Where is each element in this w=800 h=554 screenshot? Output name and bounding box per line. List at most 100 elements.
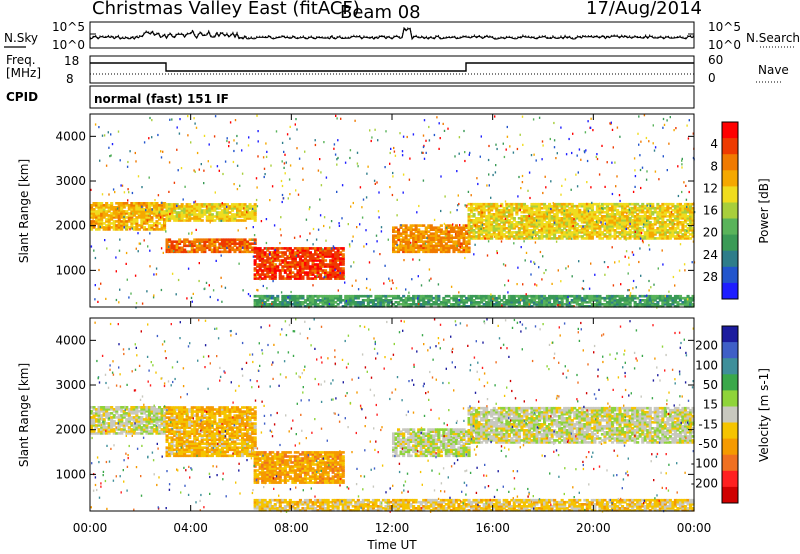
heatmap-speckle: [411, 278, 413, 281]
heatmap-cell: [573, 229, 577, 232]
heatmap-cell: [92, 416, 96, 419]
heatmap-cell: [238, 207, 242, 210]
heatmap-cell: [190, 207, 194, 210]
heatmap-cell: [369, 294, 373, 298]
frequency-panel: Freq. [MHz] 18 8 60 0 Nave: [6, 53, 789, 86]
heatmap-speckle: [656, 306, 658, 309]
frequency-trace: [90, 62, 694, 72]
heatmap-cell: [505, 303, 509, 306]
heatmap-cell: [487, 202, 491, 206]
heatmap-speckle: [298, 157, 301, 160]
heatmap-cell: [283, 301, 287, 304]
heatmap-cell: [120, 214, 124, 217]
heatmap-cell: [100, 226, 104, 229]
heatmap-cell: [97, 416, 101, 419]
heatmap-speckle: [265, 241, 268, 245]
heatmap-cell: [288, 273, 292, 276]
heatmap-cell: [673, 217, 678, 220]
heatmap-speckle: [283, 166, 285, 169]
heatmap-cell: [507, 237, 511, 240]
heatmap-cell: [532, 303, 537, 306]
heatmap-cell: [585, 227, 589, 230]
heatmap-cell: [543, 294, 547, 298]
heatmap-cell: [417, 305, 421, 308]
heatmap-cell: [520, 305, 524, 308]
heatmap-cell: [598, 301, 602, 304]
heatmap-cell: [165, 244, 169, 248]
heatmap-cell: [321, 277, 325, 280]
heatmap-cell: [137, 214, 141, 217]
heatmap-cell: [681, 229, 685, 232]
heatmap-cell: [419, 232, 423, 236]
heatmap-cell: [520, 235, 524, 238]
heatmap-speckle: [582, 279, 585, 283]
heatmap-cell: [117, 422, 121, 425]
heatmap-cell: [296, 301, 300, 304]
heatmap-speckle: [669, 116, 671, 119]
heatmap-cell: [258, 259, 262, 262]
heatmap-cell: [218, 238, 222, 242]
heatmap-cell: [520, 204, 524, 208]
heatmap-cell: [525, 301, 529, 304]
heatmap-cell: [223, 250, 227, 254]
heatmap-cell: [661, 231, 665, 234]
heatmap-cell: [530, 217, 534, 220]
heatmap-cell: [447, 248, 451, 252]
heatmap-cell: [97, 218, 101, 221]
heatmap-cell: [527, 206, 532, 210]
heatmap-cell: [663, 221, 667, 224]
heatmap-cell: [334, 259, 338, 262]
heatmap-cell: [147, 202, 152, 205]
heatmap-cell: [394, 242, 398, 246]
heatmap-cell: [286, 267, 290, 270]
heatmap-cell: [530, 231, 534, 234]
heatmap-cell: [623, 227, 627, 230]
heatmap-cell: [218, 244, 222, 248]
heatmap-cell: [678, 235, 683, 238]
heatmap-cell: [321, 255, 325, 258]
heatmap-cell: [319, 273, 323, 276]
heatmap-speckle: [541, 140, 544, 143]
heatmap-cell: [480, 299, 484, 302]
heatmap-cell: [605, 294, 610, 298]
heatmap-cell: [155, 202, 159, 205]
heatmap-cell: [195, 217, 199, 220]
heatmap-cell: [683, 296, 688, 300]
heatmap-cell: [419, 236, 423, 240]
heatmap-cell: [263, 247, 267, 250]
heatmap-speckle: [289, 164, 292, 167]
heatmap-cell: [165, 242, 169, 246]
heatmap-speckle: [368, 261, 371, 264]
heatmap-cell: [213, 246, 217, 250]
heatmap-cell: [621, 227, 625, 230]
heatmap-speckle: [587, 210, 590, 213]
heatmap-cell: [520, 206, 524, 210]
heatmap-cell: [329, 267, 333, 270]
heatmap-cell: [626, 204, 630, 208]
heatmap-cell: [303, 251, 308, 254]
heatmap-cell: [595, 303, 600, 306]
heatmap-cell: [555, 215, 559, 218]
heatmap-cell: [575, 215, 579, 218]
heatmap-cell: [636, 237, 640, 240]
heatmap-cell: [580, 204, 584, 208]
heatmap-cell: [678, 231, 683, 234]
heatmap-cell: [465, 232, 469, 236]
heatmap-cell: [570, 213, 574, 216]
heatmap-cell: [228, 242, 232, 246]
heatmap-cell: [115, 208, 119, 211]
heatmap-cell: [681, 237, 685, 240]
heatmap-cell: [691, 208, 695, 212]
heatmap-cell: [225, 240, 230, 244]
heatmap-cell: [588, 223, 592, 226]
heatmap-cell: [135, 202, 139, 205]
heatmap-cell: [306, 263, 310, 266]
heatmap-cell: [296, 273, 300, 276]
heatmap-cell: [502, 215, 506, 218]
heatmap-cell: [404, 305, 408, 308]
heatmap-cell: [273, 301, 277, 304]
heatmap-cell: [273, 303, 277, 306]
heatmap-cell: [115, 210, 119, 213]
heatmap-cell: [520, 223, 524, 226]
heatmap-cell: [122, 422, 126, 425]
